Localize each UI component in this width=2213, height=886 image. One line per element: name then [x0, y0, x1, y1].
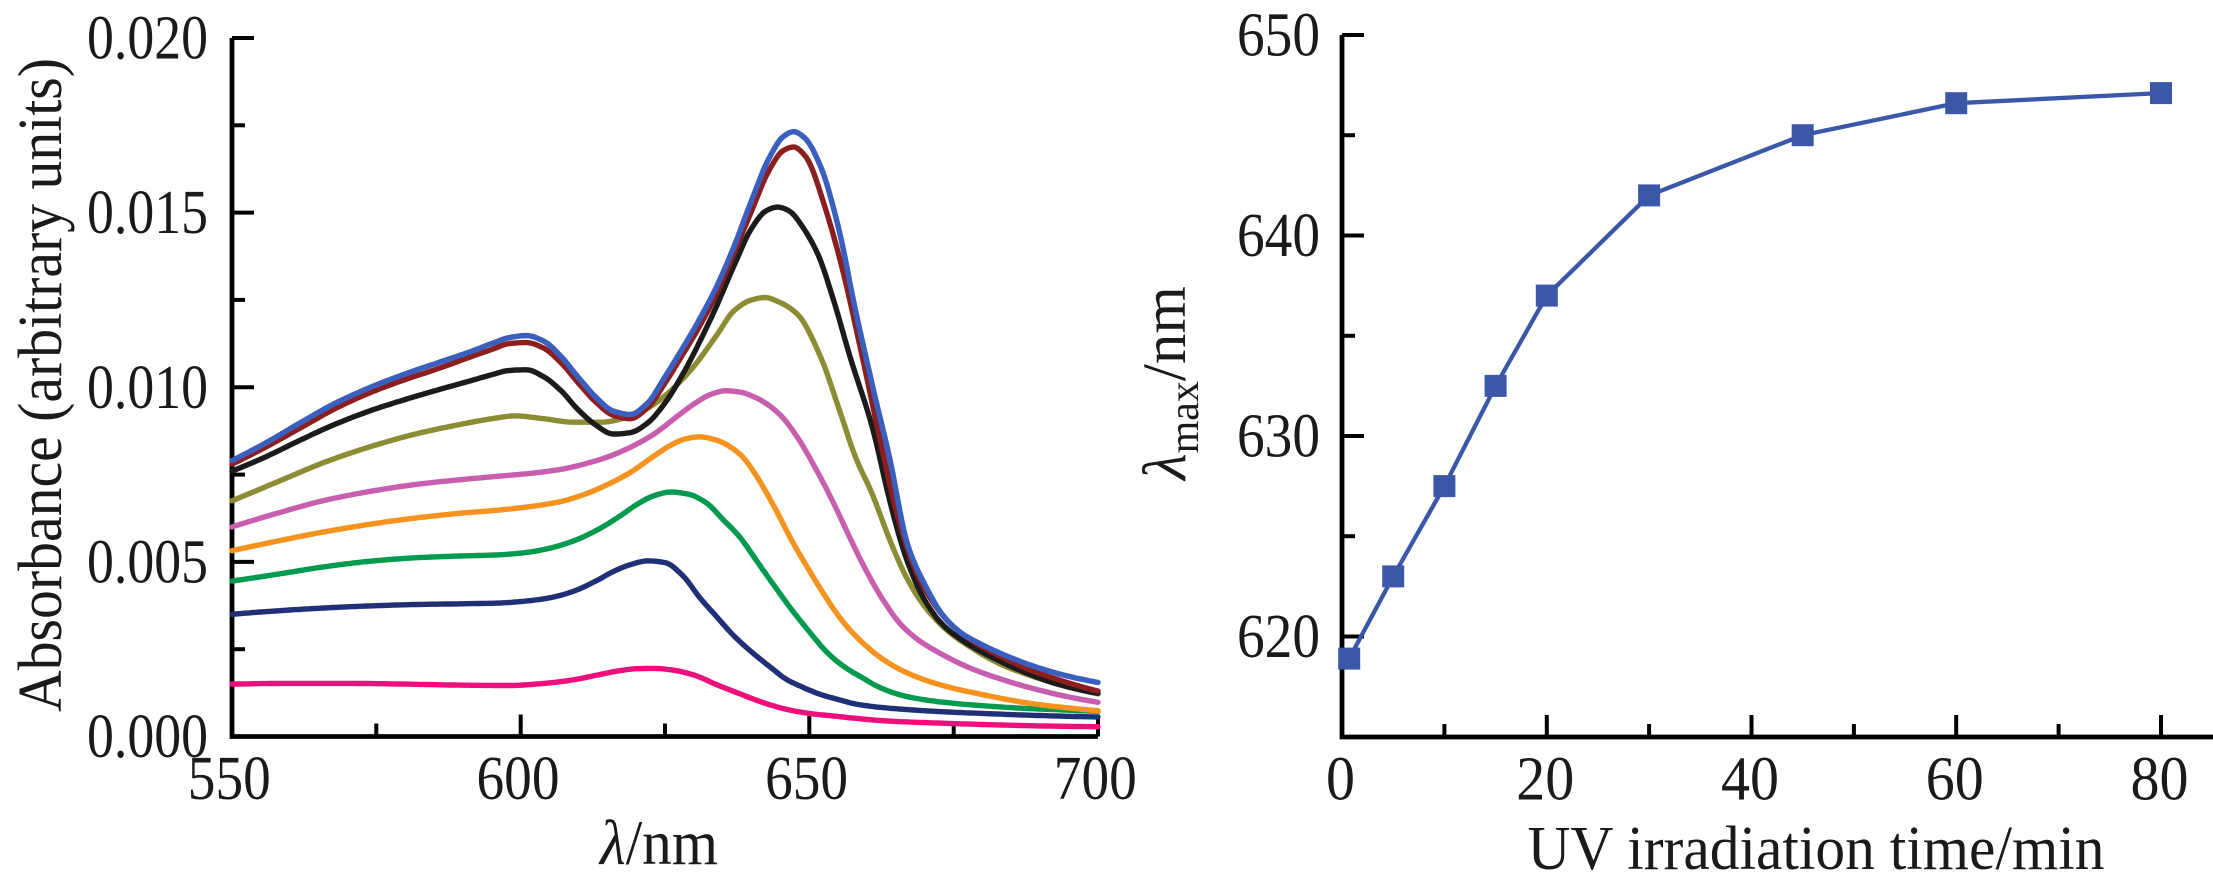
svg-text:Absorbance (arbitrary units): Absorbance (arbitrary units) — [7, 58, 75, 712]
svg-text:0.010: 0.010 — [87, 354, 208, 422]
svg-text:40: 40 — [1721, 746, 1779, 814]
svg-text:650: 650 — [765, 745, 848, 813]
svg-text:0: 0 — [1326, 746, 1355, 814]
svg-text:650: 650 — [1237, 2, 1320, 70]
svg-text:20: 20 — [1516, 746, 1574, 814]
svg-text:600: 600 — [477, 745, 560, 813]
svg-text:550: 550 — [188, 745, 271, 813]
svg-text:0.020: 0.020 — [87, 5, 208, 73]
svg-text:700: 700 — [1054, 745, 1137, 813]
svg-text:620: 620 — [1237, 603, 1320, 671]
svg-text:60: 60 — [1926, 746, 1984, 814]
svg-text:0.015: 0.015 — [87, 179, 208, 247]
svg-text:λmax/nm: λmax/nm — [1132, 286, 1208, 482]
svg-text:640: 640 — [1237, 202, 1320, 270]
svg-text:80: 80 — [2131, 746, 2189, 814]
svg-text:UV irradiation time/min: UV irradiation time/min — [1528, 815, 2105, 883]
svg-text:630: 630 — [1237, 403, 1320, 471]
svg-text:0.000: 0.000 — [87, 703, 208, 771]
svg-text:λ/nm: λ/nm — [598, 808, 718, 878]
svg-text:0.005: 0.005 — [87, 528, 208, 596]
